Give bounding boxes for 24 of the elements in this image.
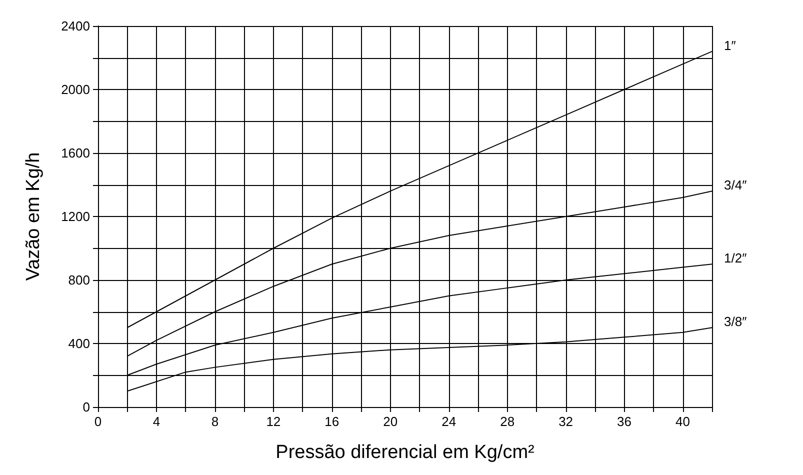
y-axis-title: Vazão em Kg/h <box>23 152 44 281</box>
y-tick-label: 0 <box>82 400 90 414</box>
x-tick-label: 0 <box>94 414 102 429</box>
x-tick-label: 4 <box>152 414 160 429</box>
x-tick-label: 40 <box>676 414 690 429</box>
y-tick-label: 1600 <box>61 146 90 160</box>
series-label: 3/4″ <box>724 178 748 193</box>
series-label: 3/8″ <box>724 314 748 330</box>
x-tick-label: 20 <box>383 414 398 429</box>
x-tick-label: 36 <box>617 414 632 429</box>
y-tick-label: 2400 <box>61 18 90 34</box>
y-tick-label: 2000 <box>61 82 90 97</box>
series-label: 1/2″ <box>724 250 748 266</box>
y-tick-label: 400 <box>68 336 90 351</box>
x-tick-label: 12 <box>266 414 281 429</box>
x-tick-label: 16 <box>324 414 340 429</box>
y-tick-label: 800 <box>68 272 90 288</box>
x-tick-label: 8 <box>211 414 219 429</box>
x-axis-title: Pressão diferencial em Kg/cm² <box>276 442 534 463</box>
y-tick-label: 1200 <box>61 209 90 224</box>
series-label: 1″ <box>724 38 736 53</box>
x-tick-label: 32 <box>558 414 574 429</box>
x-tick-label: 28 <box>500 414 515 429</box>
x-tick-label: 24 <box>442 414 456 429</box>
